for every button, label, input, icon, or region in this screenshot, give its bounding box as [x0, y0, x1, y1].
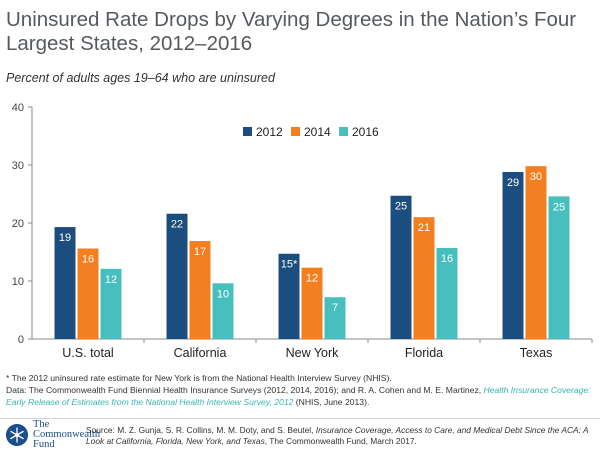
bar-2014 [525, 166, 547, 339]
footnote-new-york: * The 2012 uninsured rate estimate for N… [6, 373, 392, 383]
bar-2016 [436, 247, 458, 339]
x-category-label: Florida [405, 346, 443, 360]
bar-value-label: 19 [59, 232, 71, 244]
bar-2016 [324, 297, 346, 339]
commonwealth-fund-logo: The Commonwealth Fund [6, 419, 101, 450]
chart-subtitle: Percent of adults ages 19–64 who are uni… [6, 71, 275, 85]
bar-value-label: 17 [194, 246, 206, 258]
legend-label-2012: 2012 [256, 125, 283, 139]
x-category-label: Texas [520, 346, 553, 360]
bar-2016 [548, 196, 570, 339]
bar-value-label: 22 [171, 219, 183, 231]
source-citation: Source: M. Z. Gunja, S. R. Collins, M. M… [86, 425, 589, 446]
footnote-data-prefix: Data: The Commonwealth Fund Biennial Hea… [6, 385, 484, 395]
bar-value-label: 16 [441, 253, 453, 265]
x-category-label: New York [286, 346, 340, 360]
nhis-report-link[interactable]: Health Insurance Coverage: Early Release… [6, 385, 591, 407]
snowflake-icon [6, 424, 28, 446]
bar-2014 [189, 240, 211, 339]
bar-2012 [278, 253, 300, 339]
bar-2016 [100, 268, 122, 339]
footnote-data-suffix: (NHIS, June 2013). [293, 397, 370, 407]
x-category-label: U.S. total [62, 346, 113, 360]
bar-2012 [54, 227, 76, 339]
logo-wordmark: The Commonwealth Fund [33, 419, 101, 450]
bar-value-label: 25 [395, 201, 407, 213]
bar-value-label: 7 [332, 302, 338, 314]
bar-2014 [413, 217, 435, 339]
footnote-data: Data: The Commonwealth Fund Biennial Hea… [6, 384, 594, 408]
bar-value-label: 15* [281, 259, 298, 271]
bar-value-label: 10 [217, 288, 229, 300]
bar-2014 [77, 248, 99, 339]
bar-value-label: 25 [553, 201, 565, 213]
bar-value-label: 21 [418, 222, 430, 234]
y-tick-label: 40 [12, 102, 24, 114]
bar-2016 [212, 283, 234, 339]
bar-value-label: 16 [82, 254, 94, 266]
legend-swatch-2012 [243, 127, 252, 136]
bar-value-label: 29 [507, 177, 519, 189]
chart-title: Uninsured Rate Drops by Varying Degrees … [6, 8, 577, 55]
y-tick-label: 30 [12, 160, 24, 172]
legend-label-2014: 2014 [304, 125, 331, 139]
bar-value-label: 12 [105, 274, 117, 286]
bar-2012 [502, 171, 524, 339]
bar-2012 [166, 213, 188, 339]
bar-2012 [390, 195, 412, 339]
bar-value-label: 30 [530, 171, 542, 183]
footnotes: * The 2012 uninsured rate estimate for N… [6, 372, 594, 408]
legend-swatch-2016 [339, 127, 348, 136]
y-tick-label: 0 [18, 334, 24, 346]
legend-swatch-2014 [291, 127, 300, 136]
y-tick-label: 20 [12, 218, 24, 230]
legend-label-2016: 2016 [352, 125, 379, 139]
bar-chart: 0 10 20 30 40 19 16 12 U.S. total 22 17 10 Californi… [12, 102, 593, 360]
y-tick-label: 10 [12, 276, 24, 288]
source-report-title: Insurance Coverage, Access to Care, and … [86, 425, 589, 446]
x-category-label: California [174, 346, 227, 360]
bar-value-label: 12 [306, 273, 318, 285]
bar-2014 [301, 267, 323, 339]
footer-divider [0, 418, 600, 419]
